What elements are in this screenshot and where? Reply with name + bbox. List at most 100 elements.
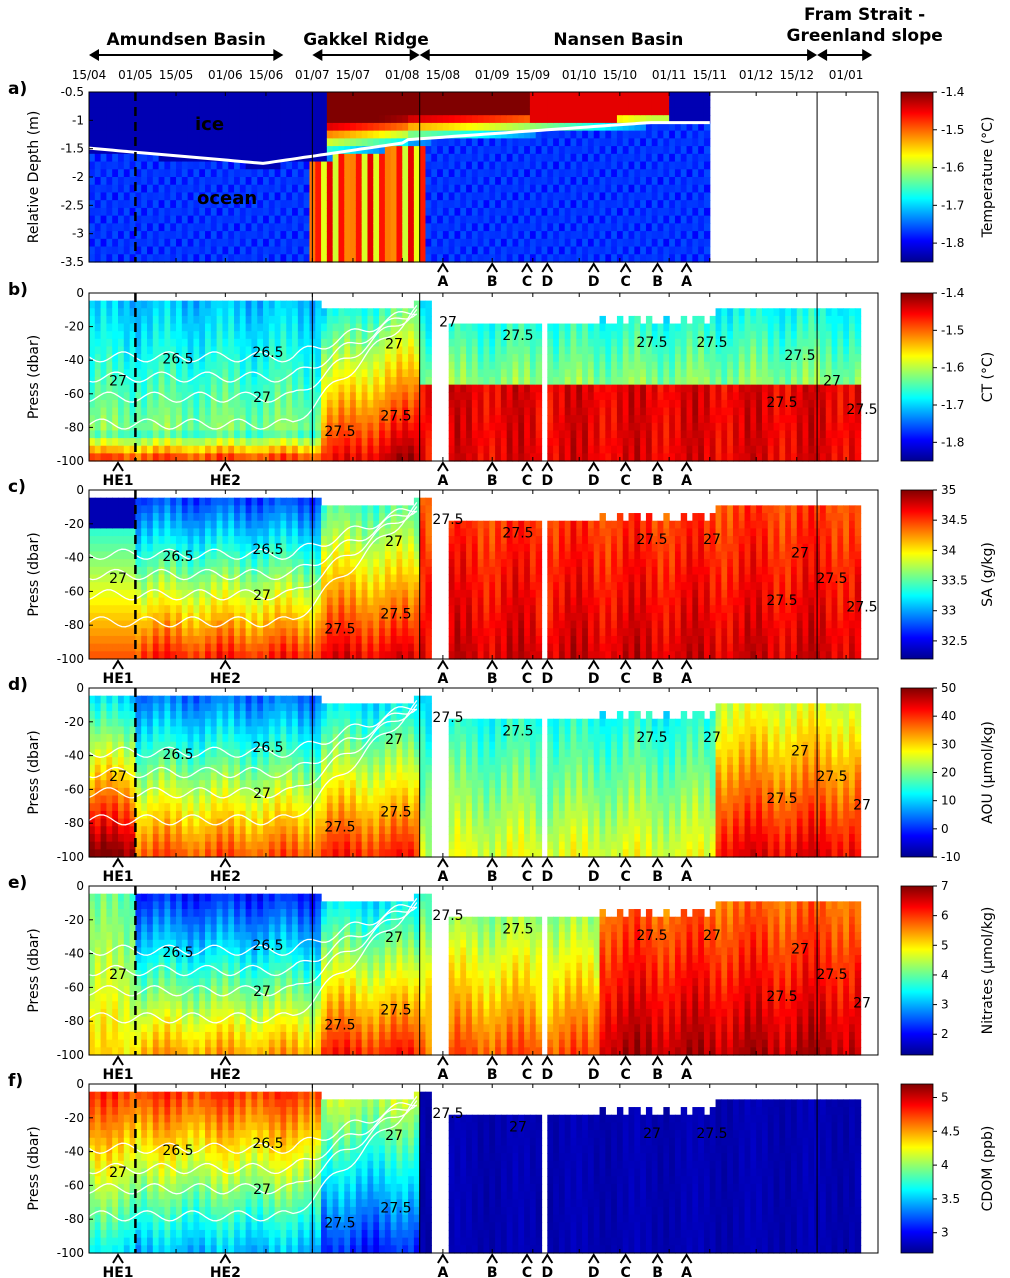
heatmap-cell: [756, 407, 763, 416]
heatmap-cell: [112, 369, 119, 378]
heatmap-cell: [773, 377, 780, 386]
heatmap-cell: [616, 338, 624, 348]
heatmap-cell: [541, 138, 548, 147]
heatmap-cell: [158, 177, 166, 186]
heatmap-cell: [628, 130, 635, 139]
heatmap-cell: [193, 331, 200, 340]
heatmap-cell: [187, 122, 195, 132]
heatmap-cell: [187, 200, 195, 209]
heatmap-cell: [686, 323, 693, 332]
heatmap-cell: [280, 115, 287, 124]
heatmap-cell: [187, 192, 195, 201]
heatmap-cell: [831, 338, 838, 348]
heatmap-cell: [106, 161, 113, 170]
heatmap-cell: [384, 169, 392, 178]
heatmap-cell: [251, 246, 258, 255]
heatmap-cell: [477, 122, 485, 132]
heatmap-cell: [634, 407, 641, 416]
heatmap-cell: [141, 231, 148, 240]
heatmap-cell: [100, 254, 108, 263]
heatmap-cell: [297, 430, 305, 439]
heatmap-cell: [448, 146, 456, 155]
heatmap-cell: [570, 107, 577, 116]
heatmap-cell: [239, 361, 247, 370]
heatmap-cell: [205, 122, 212, 132]
heatmap-cell: [698, 369, 705, 378]
heatmap-cell: [245, 308, 253, 317]
heatmap-cell: [448, 130, 456, 139]
heatmap-cell: [216, 445, 224, 454]
heatmap-cell: [268, 107, 276, 116]
heatmap-cell: [297, 422, 305, 432]
heatmap-cell: [790, 407, 798, 416]
heatmap-cell: [129, 146, 137, 155]
heatmap-cell: [135, 146, 142, 155]
heatmap-cell: [350, 438, 357, 447]
heatmap-cell: [518, 99, 525, 109]
heatmap-cell: [129, 438, 137, 447]
heatmap-cell: [164, 407, 171, 416]
heatmap-cell: [529, 215, 537, 224]
heatmap-cell: [396, 422, 403, 432]
heatmap-cell: [582, 453, 589, 462]
heatmap-cell: [303, 445, 311, 454]
heatmap-cell: [216, 384, 224, 393]
heatmap-cell: [790, 331, 798, 340]
heatmap-cell: [263, 422, 270, 432]
heatmap-cell: [106, 331, 113, 340]
heatmap-cell: [657, 238, 664, 248]
region-arrow-head-right: [807, 49, 818, 61]
heatmap-cell: [373, 161, 380, 170]
heatmap-cell: [361, 161, 369, 170]
heatmap-cell: [216, 99, 224, 109]
heatmap-cell: [616, 107, 624, 116]
heatmap-cell: [564, 146, 572, 155]
heatmap-cell: [263, 346, 270, 355]
heatmap-cell: [176, 92, 183, 101]
panels: a)Relative Depth (m) iceocean-0.5-1-1.5-2…: [8, 79, 996, 1278]
heatmap-cell: [779, 415, 786, 424]
heatmap-cell: [158, 115, 166, 124]
heatmap-cell: [135, 354, 142, 363]
heatmap-cell: [448, 407, 456, 416]
heatmap-cell: [506, 453, 514, 462]
heatmap-cell: [379, 92, 386, 101]
heatmap-cell: [541, 192, 548, 201]
heatmap-cell: [448, 369, 456, 378]
heatmap-cell: [205, 223, 212, 232]
heatmap-cell: [541, 215, 548, 224]
heatmap-cell: [721, 438, 728, 447]
heatmap-cell: [315, 246, 322, 255]
heatmap-cell: [158, 138, 166, 147]
heatmap-cell: [628, 338, 635, 348]
heatmap-cell: [112, 153, 119, 163]
heatmap-cell: [251, 184, 258, 194]
heatmap-cell: [454, 231, 461, 240]
heatmap-cell: [837, 445, 844, 454]
heatmap-cell: [750, 430, 757, 439]
heatmap-cell: [234, 254, 241, 263]
heatmap-cell: [286, 122, 293, 132]
heatmap-cell: [396, 122, 403, 132]
heatmap-cell: [286, 377, 293, 386]
heatmap-cell: [727, 323, 734, 332]
heatmap-cell: [100, 169, 108, 178]
heatmap-cell: [245, 453, 253, 462]
heatmap-cell: [187, 115, 195, 124]
heatmap-cell: [344, 138, 351, 147]
heatmap-cell: [547, 169, 554, 178]
heatmap-cell: [628, 223, 635, 232]
heatmap-cell: [210, 254, 218, 263]
heatmap-cell: [228, 130, 235, 139]
heatmap-cell: [657, 231, 664, 240]
heatmap-cell: [599, 107, 606, 116]
heatmap-cell: [245, 207, 253, 217]
heatmap-cell: [454, 215, 461, 224]
heatmap-cell: [315, 169, 322, 178]
heatmap-cell: [651, 392, 659, 401]
heatmap-cell: [645, 392, 653, 401]
heatmap-cell: [454, 192, 461, 201]
heatmap-cell: [100, 300, 108, 309]
heatmap-cell: [489, 338, 496, 348]
heatmap-cell: [529, 346, 537, 355]
